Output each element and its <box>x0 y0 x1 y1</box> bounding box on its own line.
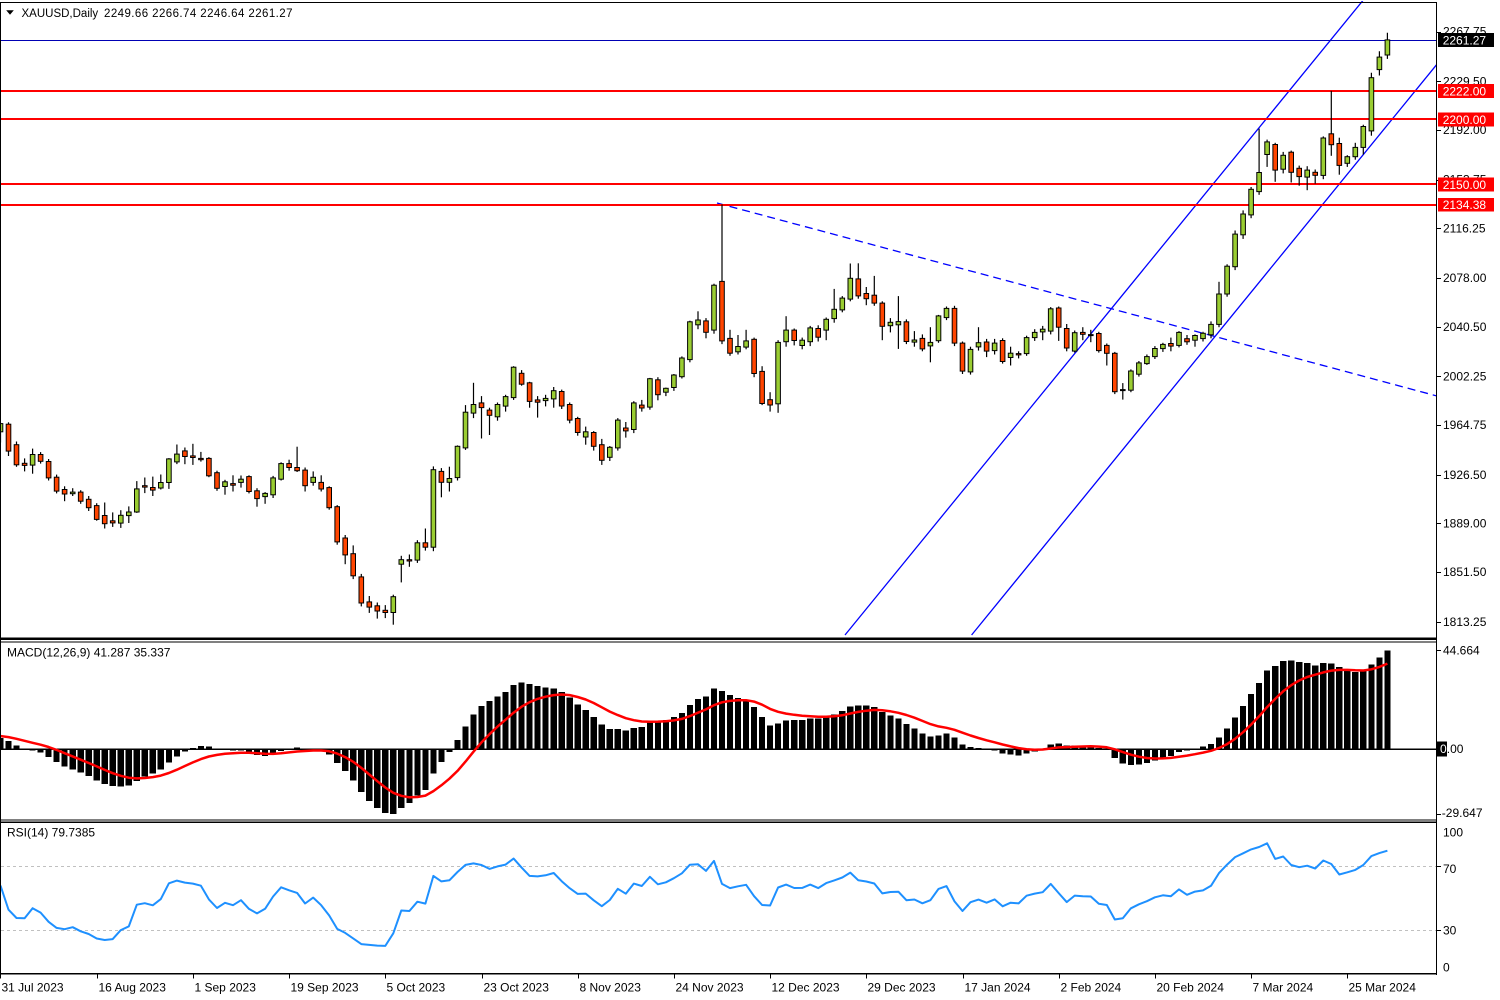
svg-text:2200.00: 2200.00 <box>1443 113 1487 127</box>
svg-text:2078.00: 2078.00 <box>1443 271 1487 285</box>
svg-text:24 Nov 2023: 24 Nov 2023 <box>676 981 744 995</box>
svg-text:5 Oct 2023: 5 Oct 2023 <box>387 981 446 995</box>
svg-text:8 Nov 2023: 8 Nov 2023 <box>580 981 642 995</box>
svg-text:16 Aug 2023: 16 Aug 2023 <box>99 981 167 995</box>
svg-text:2192.00: 2192.00 <box>1443 123 1487 137</box>
svg-text:2040.50: 2040.50 <box>1443 320 1487 334</box>
svg-text:1964.75: 1964.75 <box>1443 418 1487 432</box>
svg-text:1 Sep 2023: 1 Sep 2023 <box>195 981 257 995</box>
svg-text:2 Feb 2024: 2 Feb 2024 <box>1061 981 1122 995</box>
svg-text:MACD(12,26,9) 41.287 35.337: MACD(12,26,9) 41.287 35.337 <box>7 646 171 660</box>
svg-text:1926.50: 1926.50 <box>1443 468 1487 482</box>
svg-text:70: 70 <box>1443 862 1457 876</box>
svg-text:1889.00: 1889.00 <box>1443 517 1487 531</box>
svg-text:2150.00: 2150.00 <box>1443 178 1487 192</box>
svg-text:20 Feb 2024: 20 Feb 2024 <box>1157 981 1225 995</box>
svg-text:29 Dec 2023: 29 Dec 2023 <box>868 981 936 995</box>
svg-text:17 Jan 2024: 17 Jan 2024 <box>965 981 1031 995</box>
svg-text:-29.647: -29.647 <box>1442 806 1483 820</box>
svg-text:2222.00: 2222.00 <box>1443 84 1487 98</box>
svg-text:2002.25: 2002.25 <box>1443 370 1487 384</box>
svg-text:23 Oct 2023: 23 Oct 2023 <box>484 981 550 995</box>
svg-text:31 Jul 2023: 31 Jul 2023 <box>2 981 64 995</box>
svg-text:XAUUSD,Daily: XAUUSD,Daily <box>22 8 99 20</box>
svg-text:12 Dec 2023: 12 Dec 2023 <box>772 981 840 995</box>
svg-text:30: 30 <box>1443 924 1457 938</box>
svg-text:0: 0 <box>1440 742 1447 756</box>
svg-text:1813.25: 1813.25 <box>1443 615 1487 629</box>
svg-text:2261.27: 2261.27 <box>1443 33 1487 47</box>
svg-text:.00: .00 <box>1447 742 1464 756</box>
svg-text:2116.25: 2116.25 <box>1443 221 1486 235</box>
svg-text:100: 100 <box>1443 825 1463 839</box>
svg-text:0: 0 <box>1443 960 1450 974</box>
svg-text:2134.38: 2134.38 <box>1443 198 1487 212</box>
svg-text:1851.50: 1851.50 <box>1443 565 1487 579</box>
svg-text:25 Mar 2024: 25 Mar 2024 <box>1349 981 1417 995</box>
svg-text:19 Sep 2023: 19 Sep 2023 <box>291 981 359 995</box>
svg-text:2249.66 2266.74 2246.64 2261.2: 2249.66 2266.74 2246.64 2261.27 <box>104 8 293 20</box>
svg-text:44.664: 44.664 <box>1443 644 1480 658</box>
svg-text:7 Mar 2024: 7 Mar 2024 <box>1253 981 1314 995</box>
svg-text:RSI(14) 79.7385: RSI(14) 79.7385 <box>7 826 95 840</box>
